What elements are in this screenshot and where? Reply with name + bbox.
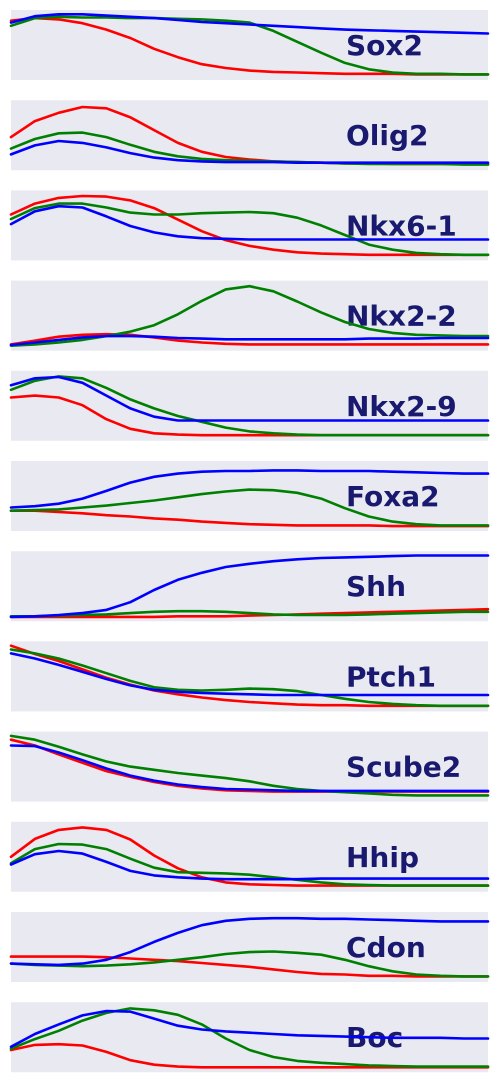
- panel-nkx2-2: Nkx2-2: [9, 280, 490, 351]
- series-line-2: [9, 950, 490, 978]
- panel-olig2: Olig2: [9, 100, 490, 171]
- panel-sox2: Sox2: [9, 10, 490, 80]
- gene-label: Sox2: [346, 29, 423, 62]
- panel-nkx2-9: Nkx2-9: [9, 370, 490, 441]
- gene-label: Shh: [346, 570, 406, 603]
- gene-label: Scube2: [346, 751, 461, 784]
- panel-boc: Boc: [9, 1002, 490, 1073]
- series-line-3: [9, 469, 490, 509]
- series-line-2: [9, 15, 490, 76]
- series-line-1: [9, 607, 490, 619]
- panel-cdon: Cdon: [9, 912, 490, 982]
- gene-label: Olig2: [346, 119, 429, 152]
- series-line-3: [9, 916, 490, 967]
- panel-nkx6-1: Nkx6-1: [9, 190, 490, 261]
- series-line-3: [9, 744, 490, 793]
- gene-label: Hhip: [346, 841, 419, 874]
- panel-background: [11, 912, 488, 982]
- series-line-3: [9, 13, 490, 35]
- panel-background: [11, 190, 488, 261]
- series-line-2: [9, 284, 490, 348]
- panel-background: [11, 641, 488, 712]
- series-line-3: [9, 204, 490, 241]
- panel-ptch1: Ptch1: [9, 641, 490, 712]
- series-line-2: [9, 609, 490, 618]
- gene-label: Cdon: [346, 931, 426, 964]
- panel-hhip: Hhip: [9, 821, 490, 892]
- series-line-3: [9, 375, 490, 422]
- panel-shh: Shh: [9, 551, 490, 622]
- panel-scube2: Scube2: [9, 731, 490, 802]
- series-line-3: [9, 849, 490, 881]
- series-line-3: [9, 334, 490, 347]
- series-line-2: [9, 375, 490, 437]
- series-line-1: [9, 194, 490, 257]
- series-line-2: [9, 202, 490, 257]
- panel-foxa2: Foxa2: [9, 461, 490, 531]
- series-line-3: [9, 652, 490, 697]
- gene-label: Ptch1: [346, 660, 436, 693]
- series-line-1: [9, 509, 490, 528]
- series-line-2: [9, 1007, 490, 1068]
- gene-label: Nkx6-1: [346, 209, 457, 242]
- series-line-1: [9, 332, 490, 346]
- series-line-3: [9, 554, 490, 619]
- gene-label: Nkx2-9: [346, 390, 457, 423]
- gene-label: Foxa2: [346, 480, 440, 513]
- series-line-3: [9, 139, 490, 164]
- series-line-2: [9, 648, 490, 708]
- series-line-1: [9, 955, 490, 978]
- series-line-2: [9, 488, 490, 527]
- series-line-3: [9, 1009, 490, 1049]
- series-line-2: [9, 734, 490, 797]
- series-line-2: [9, 842, 490, 887]
